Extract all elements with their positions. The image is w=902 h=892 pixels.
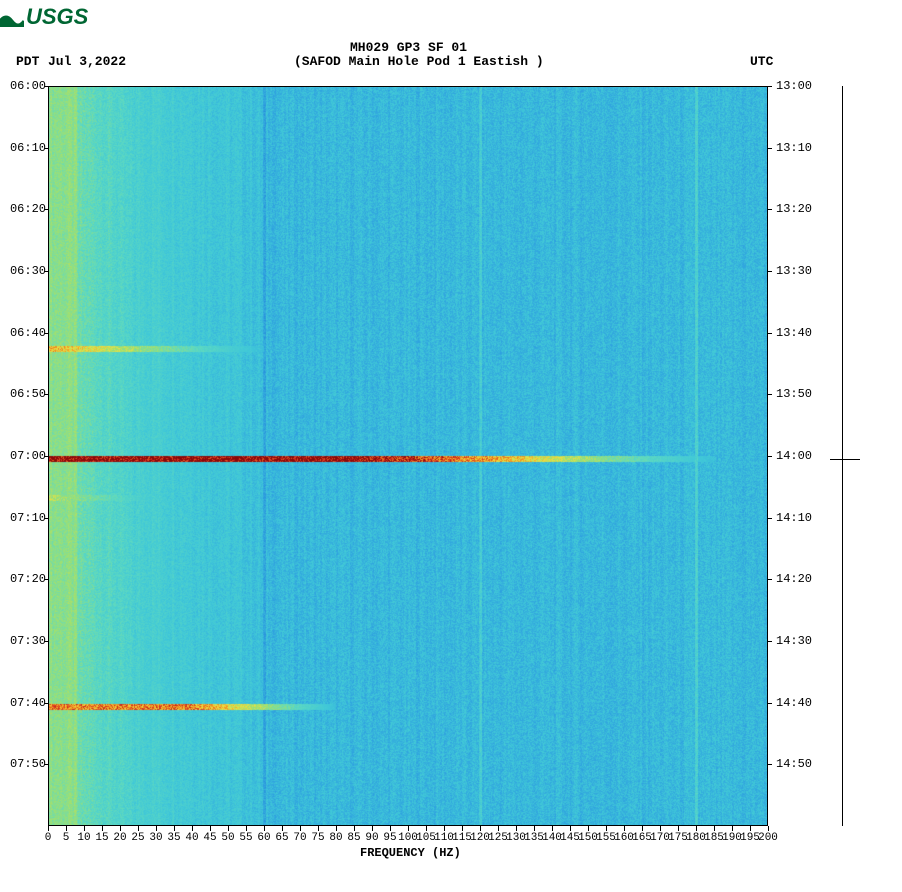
- y-right-tick-label: 14:50: [776, 757, 812, 771]
- x-tick-label: 95: [383, 832, 396, 844]
- y-left-tick-label: 07:10: [6, 511, 46, 525]
- x-tick-label: 105: [416, 832, 436, 844]
- y-left-tick-label: 06:40: [6, 326, 46, 340]
- y-right-tick-label: 13:20: [776, 202, 812, 216]
- y-left-tick-label: 06:30: [6, 264, 46, 278]
- x-tick-label: 155: [596, 832, 616, 844]
- x-tick-label: 15: [95, 832, 108, 844]
- usgs-logo-text: USGS: [26, 4, 88, 30]
- y-right-tick-label: 13:00: [776, 79, 812, 93]
- timezone-right: UTC: [750, 54, 773, 69]
- x-tick-label: 50: [221, 832, 234, 844]
- x-tick-label: 75: [311, 832, 324, 844]
- y-right-tick-label: 14:10: [776, 511, 812, 525]
- spectrogram-plot: [48, 86, 768, 826]
- y-right-tick-label: 13:40: [776, 326, 812, 340]
- x-tick-label: 35: [167, 832, 180, 844]
- x-tick-label: 20: [113, 832, 126, 844]
- x-tick-label: 175: [668, 832, 688, 844]
- y-left-tick-label: 06:10: [6, 141, 46, 155]
- x-tick-label: 190: [722, 832, 742, 844]
- x-tick-label: 85: [347, 832, 360, 844]
- y-right-tick-label: 13:50: [776, 387, 812, 401]
- y-right-tick-label: 13:10: [776, 141, 812, 155]
- x-tick-label: 185: [704, 832, 724, 844]
- x-tick-label: 170: [650, 832, 670, 844]
- x-tick-label: 130: [506, 832, 526, 844]
- x-tick-label: 145: [560, 832, 580, 844]
- y-left-tick-label: 07:00: [6, 449, 46, 463]
- x-tick-label: 40: [185, 832, 198, 844]
- x-tick-label: 30: [149, 832, 162, 844]
- x-tick-label: 65: [275, 832, 288, 844]
- x-tick-label: 110: [434, 832, 454, 844]
- timezone-left: PDT: [16, 54, 39, 69]
- y-left-tick-label: 07:20: [6, 572, 46, 586]
- spectrogram-canvas: [48, 86, 768, 826]
- x-tick-label: 10: [77, 832, 90, 844]
- x-tick-label: 165: [632, 832, 652, 844]
- y-right-tick-label: 14:20: [776, 572, 812, 586]
- x-tick-label: 45: [203, 832, 216, 844]
- x-tick-label: 135: [524, 832, 544, 844]
- y-left-tick-label: 07:50: [6, 757, 46, 771]
- y-left-tick-label: 06:50: [6, 387, 46, 401]
- chart-title-line1: MH029 GP3 SF 01: [350, 40, 467, 55]
- x-tick-label: 70: [293, 832, 306, 844]
- x-tick-label: 195: [740, 832, 760, 844]
- usgs-wave-icon: [0, 7, 24, 27]
- x-tick-label: 115: [452, 832, 472, 844]
- y-right-tick-label: 13:30: [776, 264, 812, 278]
- x-axis-label: FREQUENCY (HZ): [360, 846, 461, 860]
- y-left-tick-label: 07:40: [6, 696, 46, 710]
- x-tick-label: 60: [257, 832, 270, 844]
- usgs-logo: USGS: [0, 4, 88, 30]
- x-tick-label: 25: [131, 832, 144, 844]
- y-left-tick-label: 06:20: [6, 202, 46, 216]
- colorbar-axis: [842, 86, 843, 826]
- y-left-tick-label: 07:30: [6, 634, 46, 648]
- x-tick-label: 200: [758, 832, 778, 844]
- y-left-tick-label: 06:00: [6, 79, 46, 93]
- x-tick-label: 5: [63, 832, 70, 844]
- x-tick-label: 100: [398, 832, 418, 844]
- x-tick-label: 90: [365, 832, 378, 844]
- x-tick-label: 160: [614, 832, 634, 844]
- x-tick-label: 150: [578, 832, 598, 844]
- y-right-tick-label: 14:00: [776, 449, 812, 463]
- x-tick-label: 0: [45, 832, 52, 844]
- chart-title-line2: (SAFOD Main Hole Pod 1 Eastish ): [294, 54, 544, 69]
- x-tick-label: 125: [488, 832, 508, 844]
- x-tick-label: 80: [329, 832, 342, 844]
- x-tick-label: 55: [239, 832, 252, 844]
- y-right-tick-label: 14:40: [776, 696, 812, 710]
- x-tick-label: 120: [470, 832, 490, 844]
- date-label: Jul 3,2022: [48, 54, 126, 69]
- x-tick-label: 180: [686, 832, 706, 844]
- x-tick-label: 140: [542, 832, 562, 844]
- y-right-tick-label: 14:30: [776, 634, 812, 648]
